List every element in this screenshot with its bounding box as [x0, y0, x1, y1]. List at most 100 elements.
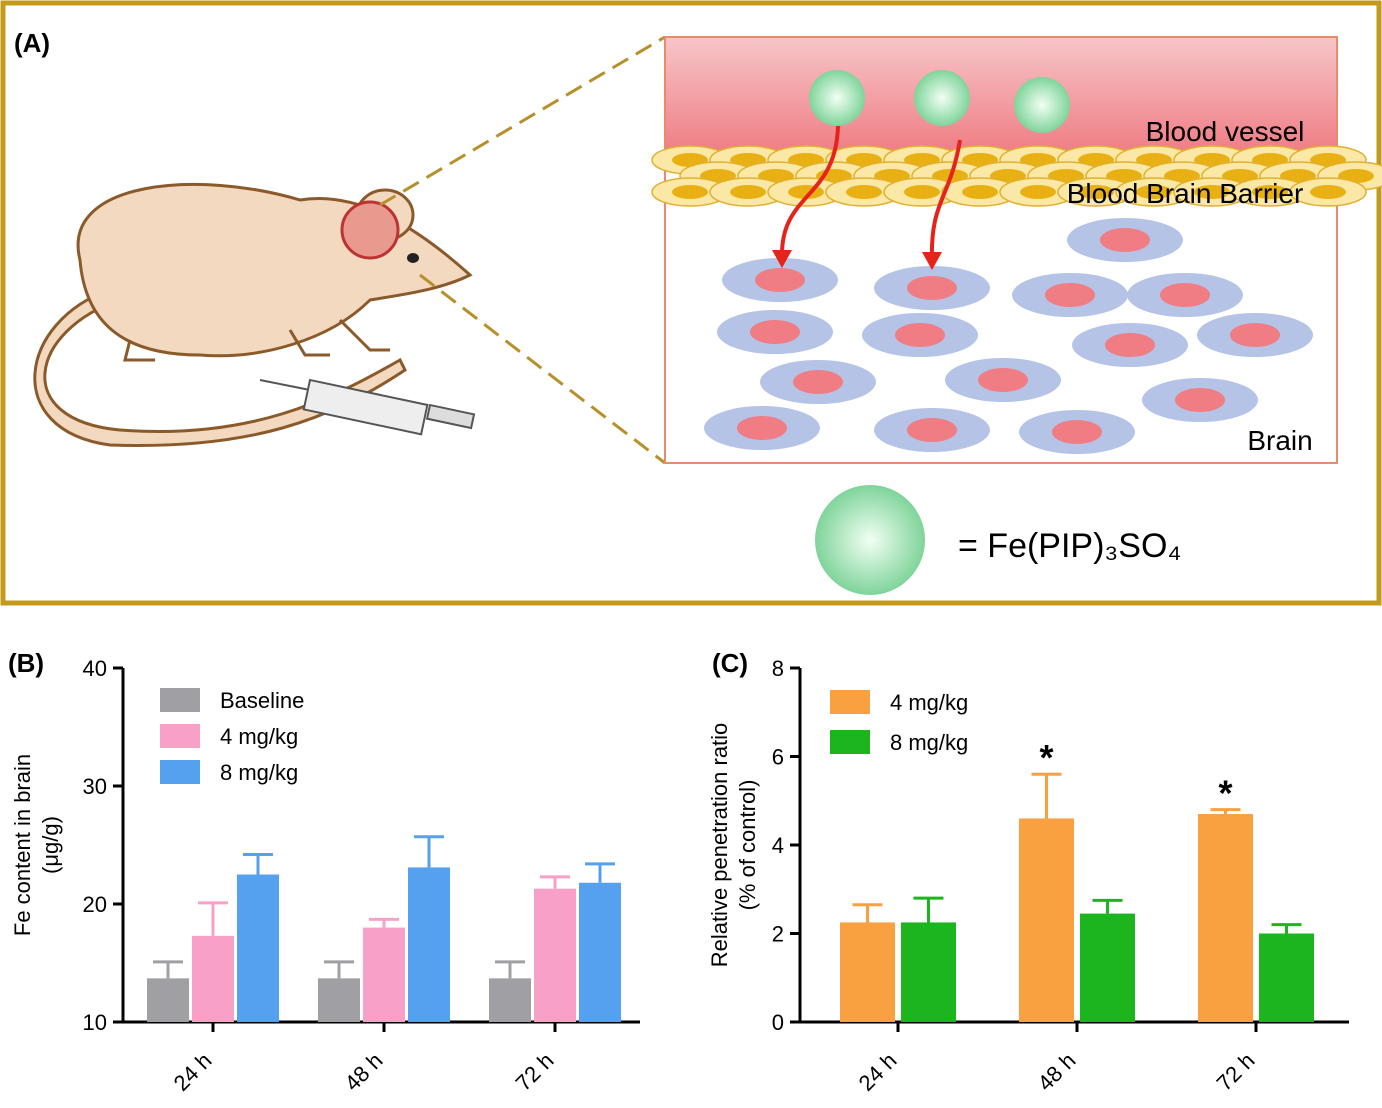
panel-label: (B): [8, 648, 44, 678]
bar: [901, 922, 956, 1022]
error-bar: [369, 917, 399, 928]
barrier-cells: [651, 145, 1382, 207]
diagram-label: Brain: [1247, 425, 1312, 456]
y-tick-label: 30: [83, 774, 107, 799]
legend-label: 4 mg/kg: [220, 724, 298, 749]
bar: [1259, 933, 1314, 1022]
bar: [534, 888, 576, 1022]
error-bar: [585, 862, 615, 883]
bar: [840, 922, 895, 1022]
arrow-heads: [772, 250, 942, 270]
brain-nucleus: [1045, 283, 1095, 307]
error-bar: [1092, 898, 1123, 914]
error-bar: [243, 852, 273, 875]
brain-nucleus: [907, 418, 957, 442]
x-tick-label: 72 h: [1212, 1048, 1260, 1096]
diagram-label: Blood Brain Barrier: [1067, 178, 1304, 209]
brain-nucleus: [1052, 420, 1102, 444]
bar: [237, 874, 279, 1022]
brain-nucleus: [1230, 323, 1280, 347]
error-bar: [852, 903, 883, 923]
legend-label: = Fe(PIP)₃SO₄: [958, 527, 1181, 565]
x-tick-label: 24 h: [854, 1048, 902, 1096]
brain-nucleus: [755, 268, 805, 292]
brain-cells: [704, 218, 1313, 454]
x-tick-label: 48 h: [340, 1048, 388, 1096]
x-tick-label: 24 h: [169, 1048, 217, 1096]
y-tick-label: 2: [772, 922, 784, 947]
x-tick-label: 72 h: [511, 1048, 559, 1096]
bar: [489, 978, 531, 1022]
barrier-nucleus: [904, 185, 940, 199]
barrier-nucleus: [1252, 185, 1288, 199]
bar: [408, 867, 450, 1022]
barrier-nucleus: [1078, 185, 1114, 199]
brain-nucleus: [895, 323, 945, 347]
legend-label: 8 mg/kg: [220, 760, 298, 785]
y-tick-label: 10: [83, 1010, 107, 1035]
legend-label: Baseline: [220, 688, 304, 713]
error-bar: [324, 960, 354, 979]
barrier-nucleus: [730, 185, 766, 199]
y-axis-label: Relative penetration ratio: [707, 723, 732, 968]
error-bar: [1031, 772, 1062, 819]
bar: [147, 978, 189, 1022]
zoom-line: [379, 35, 666, 207]
brain-nucleus: [1175, 388, 1225, 412]
y-tick-label: 20: [83, 892, 107, 917]
barrier-nucleus: [846, 185, 882, 199]
blood-vessel: [666, 38, 1336, 150]
significance-mark: *: [1039, 737, 1053, 778]
brain-nucleus: [1160, 283, 1210, 307]
brain-nucleus: [1105, 333, 1155, 357]
brain-nucleus: [978, 368, 1028, 392]
barrier-nucleus: [962, 185, 998, 199]
nanoparticles: [809, 70, 1070, 595]
panel-a: (A) Blood vessel Blood Brain Barrier Bra…: [0, 0, 1382, 606]
error-bar: [495, 960, 525, 979]
legend-swatch: [830, 730, 870, 754]
brain-nucleus: [793, 370, 843, 394]
brain-nucleus: [1100, 228, 1150, 252]
bar: [318, 978, 360, 1022]
barrier-nucleus: [1194, 185, 1230, 199]
syringe: [259, 378, 476, 436]
brain-nucleus: [737, 416, 787, 440]
y-tick-label: 0: [772, 1010, 784, 1035]
bar: [579, 882, 621, 1022]
legend-swatch: [830, 690, 870, 714]
diagram-label: Blood vessel: [1146, 116, 1305, 147]
legend-swatch: [160, 760, 200, 784]
legend-label: 8 mg/kg: [890, 730, 968, 755]
error-bar: [913, 896, 944, 923]
y-tick-label: 4: [772, 833, 784, 858]
arrows: [779, 117, 962, 263]
bar: [1080, 913, 1135, 1022]
y-axis-label: Fe content in brain: [10, 754, 35, 936]
brain-nucleus: [750, 320, 800, 344]
bar: [192, 935, 234, 1022]
error-bar: [198, 901, 228, 936]
bar: [1019, 818, 1074, 1022]
legend-swatch: [160, 724, 200, 748]
bar: [363, 927, 405, 1022]
y-axis-label: (μg/g): [38, 816, 63, 874]
error-bar: [1271, 923, 1302, 934]
bar: [1198, 814, 1253, 1022]
legend-label: 4 mg/kg: [890, 690, 968, 715]
brain-nucleus: [907, 276, 957, 300]
y-tick-label: 40: [83, 656, 107, 681]
zoom-line: [419, 273, 666, 465]
x-tick-label: 48 h: [1033, 1048, 1081, 1096]
y-tick-label: 6: [772, 745, 784, 770]
barrier-nucleus: [672, 185, 708, 199]
error-bar: [1210, 808, 1241, 815]
legend-swatch: [160, 688, 200, 712]
y-tick-label: 8: [772, 656, 784, 681]
barrier-nucleus: [1136, 185, 1172, 199]
error-bar: [414, 835, 444, 868]
error-bar: [540, 875, 570, 889]
barrier-nucleus: [1310, 185, 1346, 199]
